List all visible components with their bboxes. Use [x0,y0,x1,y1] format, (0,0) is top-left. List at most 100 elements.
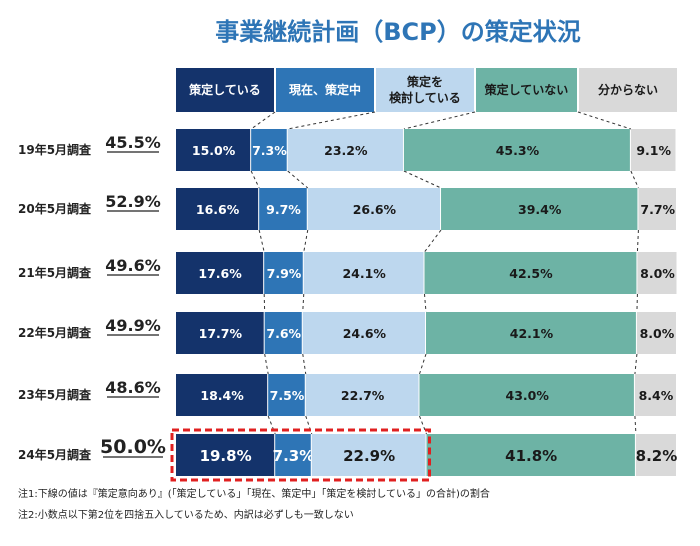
row-label: 21年5月調査 [18,265,92,280]
bar-value-label: 22.9% [343,447,395,465]
bar-value-label: 23.2% [324,143,368,158]
bar-segment [264,312,302,354]
connector-line [263,293,266,313]
connector-line [634,353,638,375]
connector-line [634,415,637,435]
connector-line [419,353,427,375]
connector-line [303,229,309,253]
chart-title: 事業継続計画（BCP）の策定状況 [215,18,581,46]
bar-segment [637,252,677,294]
legend-swatch-2 [276,68,374,112]
total-value: 45.5% [105,133,161,152]
bar-value-label: 7.3% [252,143,287,158]
bar-value-label: 8.0% [640,326,675,341]
bar-segment [303,252,424,294]
bar-segment [268,374,305,416]
total-value: 49.6% [105,256,161,275]
total-value: 52.9% [105,192,161,211]
bar-segment [441,188,638,230]
bar-segment [426,434,635,476]
legend-label-5: 分からない [598,82,658,97]
legend-label-3: 策定を検討している [389,74,461,105]
bar-value-label: 24.1% [342,266,386,281]
bar-segment [425,312,636,354]
bar-value-label: 8.0% [640,266,675,281]
bar-value-label: 17.6% [198,266,242,281]
note-2: 注2:小数点以下第2位を四捨五入しているため、内訳は必ずしも一致しない [18,508,354,521]
bar-value-label: 8.2% [636,447,678,465]
bar-value-label: 26.6% [353,202,397,217]
total-value: 48.6% [105,378,161,397]
connector-line [403,170,442,189]
bar-segment [630,129,676,171]
legend-swatch-4 [476,68,577,112]
bar-value-label: 7.5% [270,388,305,403]
legend: 策定している 現在、策定中 策定を検討している 策定していない 分からない [176,68,677,112]
connector-line [302,293,305,313]
total-value: 50.0% [100,436,166,458]
bar-value-label: 19.8% [200,447,252,465]
bar-segment [302,312,425,354]
bar-segment [287,129,403,171]
row-label: 22年5月調査 [18,325,92,340]
bar-value-label: 8.4% [639,388,674,403]
bar-segment [264,252,303,294]
connector-line [636,293,638,313]
highlight-box [170,428,431,482]
connector-lines [250,111,639,435]
legend-swatch-3 [376,68,474,112]
bar-value-label: 42.5% [509,266,553,281]
legend-label-4: 策定していない [485,82,569,97]
row-label: 19年5月調査 [18,142,92,157]
bar-segment [636,312,676,354]
bar-segment [638,188,676,230]
bar-segment [259,188,307,230]
bar-segment [275,434,311,476]
connector-line [250,170,260,189]
row-label: 20年5月調査 [18,201,92,216]
bar-segment [305,374,419,416]
bar-segment [176,312,264,354]
total-value: 49.9% [105,316,161,335]
bar-value-label: 42.1% [510,326,554,341]
bar-segment [403,129,630,171]
connector-line [423,293,427,313]
bar-segment [176,374,268,416]
legend-label-1: 策定している [189,82,261,97]
row-labels: 19年5月調査 45.5% 20年5月調査 52.9% 21年5月調査 49.6% 22年5… [18,133,166,462]
connector-line [630,170,639,189]
bar-segment [424,252,637,294]
bar-value-label: 41.8% [505,447,557,465]
bar-value-label: 45.3% [496,143,540,158]
connector-line [302,353,307,375]
row-label: 24年5月調査 [18,447,92,462]
bar-value-label: 7.7% [640,202,675,217]
connector-line [577,111,632,130]
bar-segment [176,129,251,171]
bar-value-label: 18.4% [200,388,244,403]
bar-segment [176,434,275,476]
connector-line [287,111,376,130]
legend-label-2: 現在、策定中 [289,82,361,97]
connector-line [250,111,276,130]
bar-segment [635,434,676,476]
note-1: 注1:下線の値は『策定意向あり』(「策定している」「現在、策定中」「策定を検討し… [18,487,490,500]
bar-value-label: 39.4% [518,202,562,217]
legend-swatch-1 [176,68,274,112]
bar-segment [176,252,264,294]
connector-line [636,229,639,253]
connector-line [258,229,265,253]
bar-value-label: 17.7% [199,326,243,341]
row-label: 23年5月調査 [18,387,92,402]
bar-value-label: 7.6% [266,326,301,341]
bar-segment [307,188,441,230]
bar-segment [634,374,676,416]
bar-value-label: 9.1% [636,143,671,158]
bar-value-label: 22.7% [341,388,385,403]
connector-line [403,111,476,130]
bar-segment [176,188,259,230]
bar-value-label: 16.6% [196,202,240,217]
bar-value-label: 43.0% [506,388,550,403]
bars: 15.0% 7.3% 23.2% 45.3% 9.1% 16.6% 9.7% 26.6% 39.… [176,129,677,476]
